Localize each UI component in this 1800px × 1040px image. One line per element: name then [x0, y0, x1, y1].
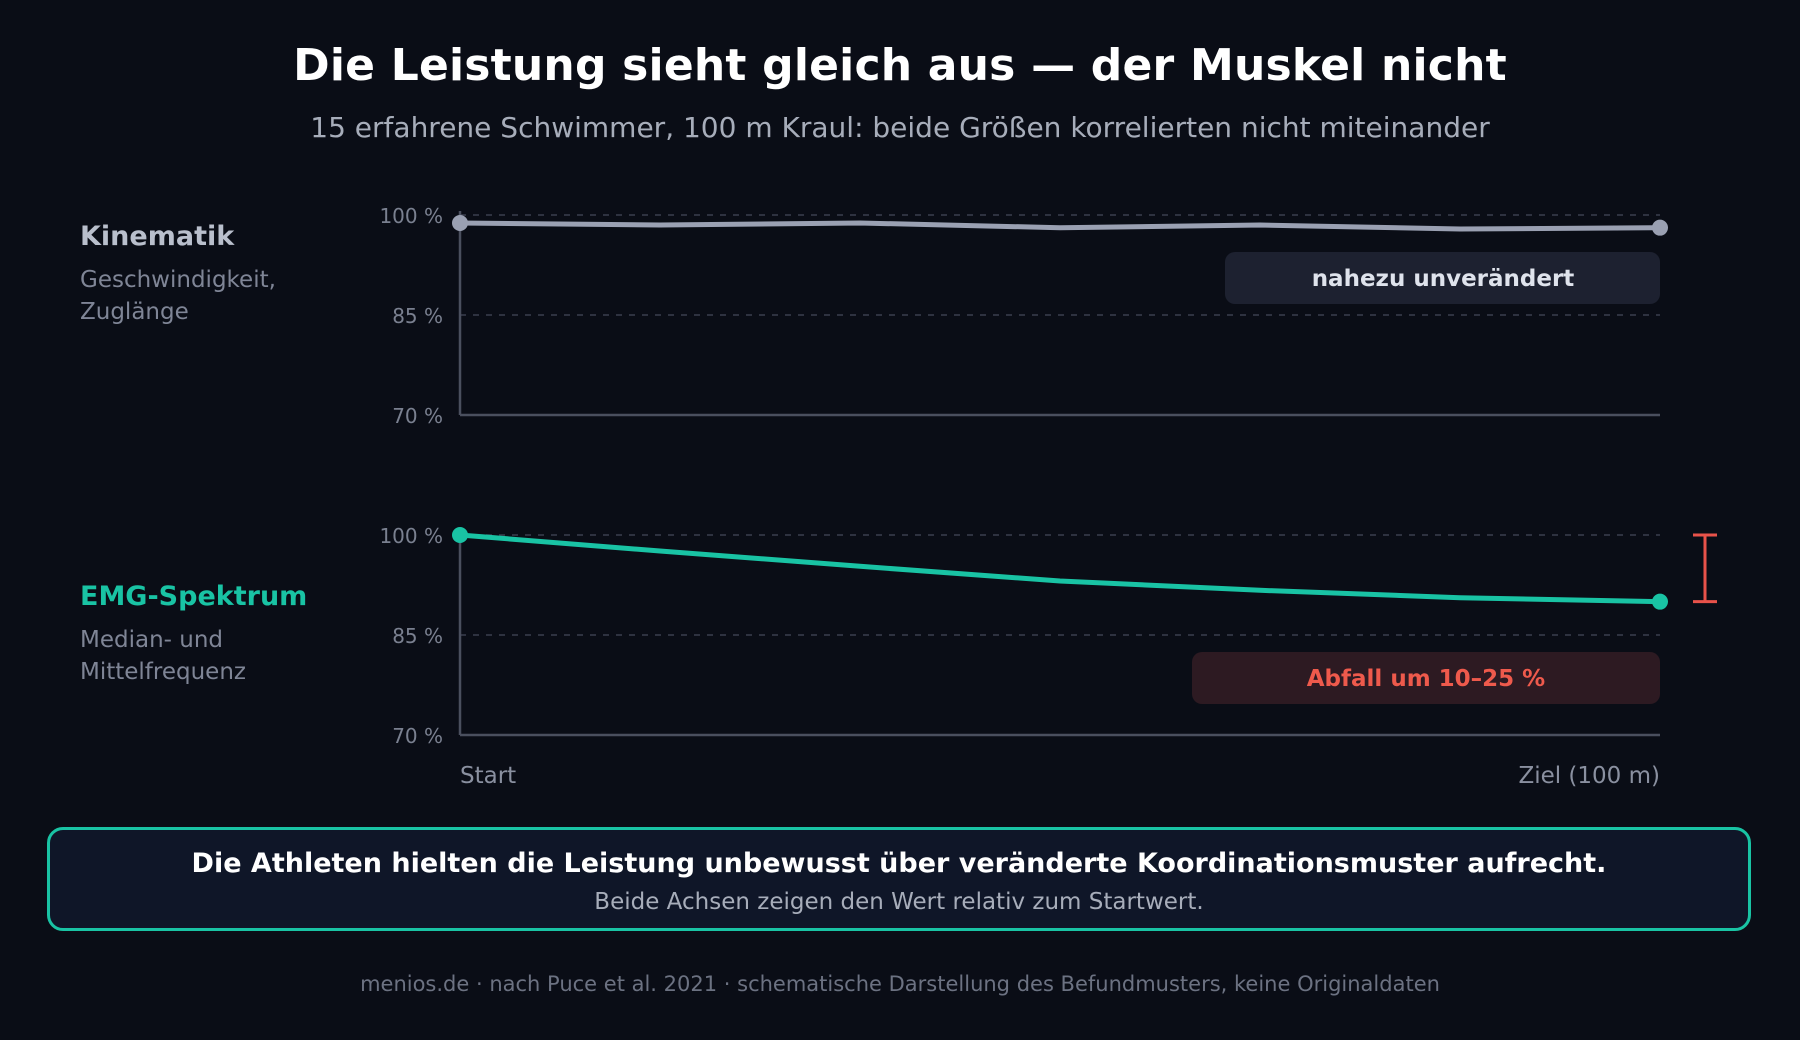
kinematics-ytick-label-2: 70 %	[392, 404, 443, 428]
kinematics-end-point	[1652, 219, 1668, 236]
kinematics-series-line	[457, 220, 1663, 232]
emg-start-point	[452, 527, 468, 543]
emg-desc-line-1: Median- und	[80, 627, 224, 653]
kinematics-start-point	[452, 215, 468, 231]
emg-row-description: Median- und Mittelfrequenz	[80, 624, 246, 688]
callout-sub-text: Beide Achsen zeigen den Wert relativ zum…	[594, 889, 1204, 915]
emg-ytick-label-2: 70 %	[392, 724, 443, 748]
page-subtitle: 15 erfahrene Schwimmer, 100 m Kraul: bei…	[310, 111, 1490, 144]
conclusion-callout: Die Athleten hielten die Leistung unbewu…	[47, 827, 1751, 931]
kinematics-desc-line-2: Zuglänge	[80, 299, 189, 325]
callout-main-text: Die Athleten hielten die Leistung unbewu…	[191, 848, 1607, 879]
x-tick-label-start: Start	[460, 763, 516, 789]
kinematics-ytick-label-0: 100 %	[379, 204, 443, 228]
emg-desc-line-2: Mittelfrequenz	[80, 659, 246, 685]
chart-canvas: 100 % 85 % 70 % nahezu unverändert 100 % 85 %…	[379, 204, 1717, 789]
emg-end-point	[1652, 593, 1668, 610]
emg-ytick-label-0: 100 %	[379, 524, 443, 548]
emg-series-line	[457, 532, 1663, 605]
kinematics-annotation-text: nahezu unverändert	[1312, 266, 1575, 292]
page-title: Die Leistung sieht gleich aus — der Musk…	[293, 40, 1507, 91]
kinematics-row-label: Kinematik	[80, 221, 235, 252]
kinematics-ytick-label-1: 85 %	[392, 304, 443, 328]
source-footer: menios.de · nach Puce et al. 2021 · sche…	[360, 972, 1440, 996]
kinematics-annotation-badge	[1225, 252, 1660, 304]
kinematics-desc-line-1: Geschwindigkeit,	[80, 267, 276, 293]
emg-row-label: EMG-Spektrum	[80, 581, 308, 612]
emg-annotation-text: Abfall um 10–25 %	[1307, 666, 1545, 692]
emg-annotation-badge	[1192, 652, 1660, 704]
emg-ytick-label-1: 85 %	[392, 624, 443, 648]
x-tick-label-end: Ziel (100 m)	[1518, 763, 1660, 789]
kinematics-row-description: Geschwindigkeit, Zuglänge	[80, 264, 276, 328]
